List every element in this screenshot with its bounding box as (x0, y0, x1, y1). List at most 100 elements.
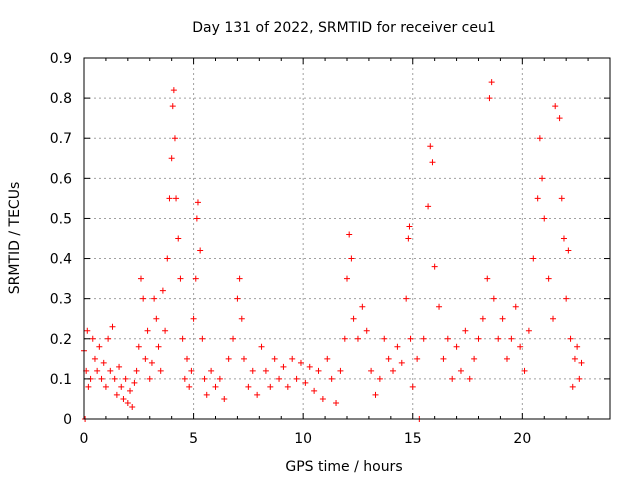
data-point (403, 295, 410, 302)
data-point (521, 367, 528, 374)
data-point (221, 395, 228, 402)
data-point (146, 375, 153, 382)
y-tick-label: 0.9 (50, 51, 72, 67)
data-point (499, 315, 506, 322)
data-point (359, 303, 366, 310)
data-point (184, 355, 191, 362)
data-point (475, 335, 482, 342)
data-point (238, 315, 245, 322)
data-point (311, 387, 318, 394)
data-point (490, 295, 497, 302)
data-point (192, 275, 199, 282)
data-point (124, 399, 131, 406)
data-point (484, 275, 491, 282)
data-point (436, 303, 443, 310)
data-point (563, 295, 570, 302)
data-point (127, 387, 134, 394)
chart-title: Day 131 of 2022, SRMTID for receiver ceu… (192, 20, 496, 36)
data-point (144, 327, 151, 334)
data-point (420, 335, 427, 342)
data-point (462, 327, 469, 334)
data-point (517, 343, 524, 350)
y-tick-label: 0.7 (50, 131, 72, 147)
y-tick-label: 0.3 (50, 292, 72, 308)
data-point (344, 275, 350, 282)
data-point (453, 343, 460, 350)
y-tick-label: 0.8 (50, 91, 72, 107)
data-point (571, 355, 578, 362)
data-point (390, 367, 397, 374)
data-point (346, 231, 353, 238)
data-point (201, 375, 208, 382)
data-point (186, 383, 193, 390)
data-point (254, 391, 261, 398)
x-tick-label: 5 (189, 431, 198, 447)
data-point (157, 367, 164, 374)
axis-ticks: 0 5 10 15 20 0 0.1 0.2 0.3 0.4 0.5 0.6 0.7 0.8 0.9 (50, 51, 611, 447)
data-point (133, 367, 140, 374)
data-point (105, 335, 112, 342)
data-point (109, 323, 116, 330)
data-point (151, 295, 158, 302)
data-point (212, 383, 219, 390)
data-point (576, 375, 583, 382)
data-point (170, 87, 177, 94)
data-point (550, 315, 557, 322)
data-point (414, 355, 421, 362)
x-tick-label: 20 (513, 431, 531, 447)
data-point (175, 235, 182, 242)
data-point (131, 379, 138, 386)
data-point (328, 375, 335, 382)
data-point (541, 215, 548, 222)
data-point (140, 295, 147, 302)
data-point (324, 355, 331, 362)
data-point (569, 383, 576, 390)
data-point (177, 275, 184, 282)
data-point (171, 135, 178, 142)
data-point (427, 143, 434, 150)
data-point (155, 343, 162, 350)
data-point (558, 195, 565, 202)
data-point (276, 375, 283, 382)
data-point (116, 363, 123, 370)
y-tick-label: 0 (63, 412, 72, 428)
data-point (306, 363, 313, 370)
data-point (111, 375, 118, 382)
data-point (525, 327, 532, 334)
data-point (194, 199, 201, 206)
y-tick-label: 0.1 (50, 372, 72, 388)
data-point (262, 367, 269, 374)
data-point (153, 315, 160, 322)
data-point (89, 335, 96, 342)
data-point (536, 135, 543, 142)
data-point (348, 255, 355, 262)
data-point (168, 155, 175, 162)
data-point (91, 355, 98, 362)
data-point (193, 215, 200, 222)
data-point (552, 103, 559, 110)
data-point (449, 375, 456, 382)
data-point (208, 367, 215, 374)
data-point (113, 391, 120, 398)
data-point (289, 355, 296, 362)
data-point (457, 367, 464, 374)
data-point (409, 383, 416, 390)
data-point (120, 395, 127, 402)
data-point (471, 355, 478, 362)
data-point (166, 195, 173, 202)
data-point (565, 247, 572, 254)
data-point (190, 315, 197, 322)
data-point (135, 343, 142, 350)
data-point (236, 275, 243, 282)
data-point (315, 367, 322, 374)
data-point (245, 383, 252, 390)
data-point (137, 275, 144, 282)
x-tick-label: 0 (80, 431, 89, 447)
data-point (539, 175, 546, 182)
data-point (148, 359, 155, 366)
data-point (495, 335, 502, 342)
data-point (225, 355, 232, 362)
data-point (100, 359, 107, 366)
data-point (107, 367, 114, 374)
